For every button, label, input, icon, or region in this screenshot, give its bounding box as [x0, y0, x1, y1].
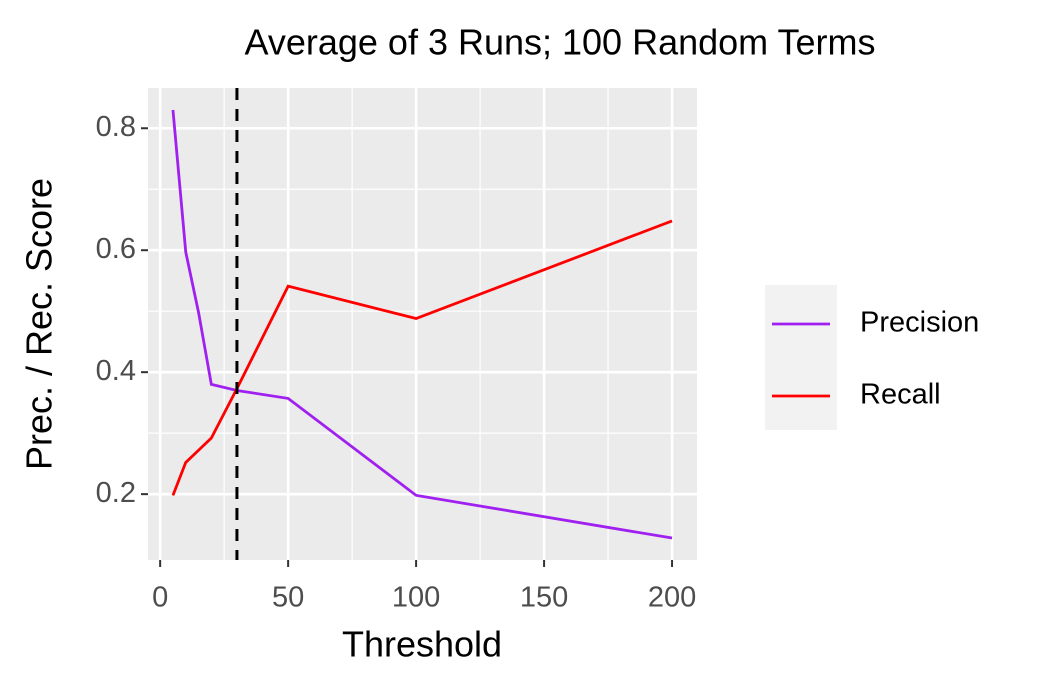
y-tick-label: 0.6: [96, 233, 136, 265]
panel: [148, 88, 697, 560]
legend-label: Recall: [860, 379, 941, 411]
legend-box: [765, 285, 837, 430]
chart-title: Average of 3 Runs; 100 Random Terms: [244, 22, 875, 63]
line-series: [171, 219, 673, 496]
x-tick-label: 100: [392, 582, 440, 614]
legend-label: Precision: [860, 307, 979, 339]
x-axis-title: Threshold: [342, 624, 502, 665]
line-series: [171, 109, 673, 540]
x-tick-label: 200: [648, 582, 696, 614]
x-tick-label: 0: [152, 582, 168, 614]
y-tick-label: 0.4: [96, 355, 136, 387]
x-tick-label: 50: [272, 582, 304, 614]
y-axis-title: Prec. / Rec. Score: [19, 178, 60, 470]
y-tick-label: 0.2: [96, 477, 136, 509]
y-tick-label: 0.8: [96, 111, 136, 143]
x-tick-label: 150: [520, 582, 568, 614]
